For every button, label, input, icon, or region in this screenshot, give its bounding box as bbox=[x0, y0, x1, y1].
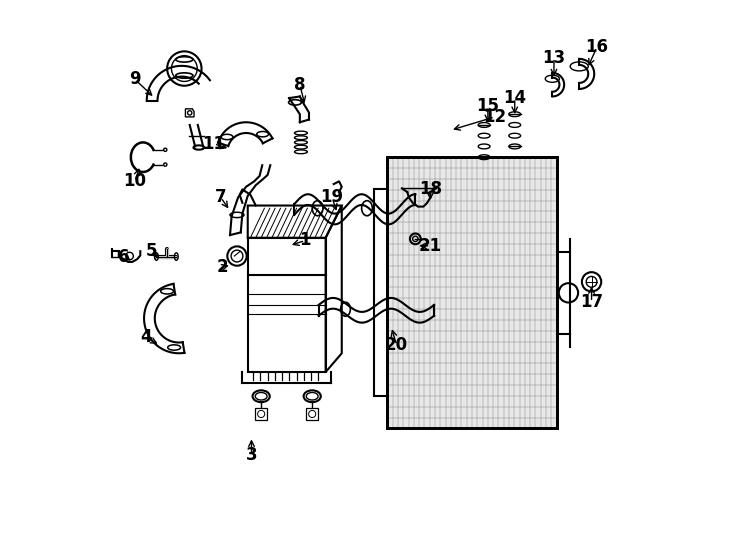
Text: 10: 10 bbox=[123, 172, 146, 191]
Text: 21: 21 bbox=[419, 237, 442, 255]
Text: 7: 7 bbox=[215, 188, 227, 206]
Text: 9: 9 bbox=[129, 70, 141, 88]
Text: 13: 13 bbox=[542, 49, 565, 67]
Text: 14: 14 bbox=[504, 89, 526, 107]
Text: 16: 16 bbox=[586, 38, 608, 56]
Polygon shape bbox=[388, 157, 556, 428]
Text: 5: 5 bbox=[145, 242, 157, 260]
Text: 8: 8 bbox=[294, 76, 305, 93]
Text: 6: 6 bbox=[118, 247, 130, 266]
Text: 1: 1 bbox=[299, 232, 311, 249]
Text: 12: 12 bbox=[483, 108, 506, 126]
Text: 19: 19 bbox=[321, 188, 344, 206]
Text: 18: 18 bbox=[419, 180, 442, 198]
Text: 3: 3 bbox=[246, 447, 258, 464]
Text: 17: 17 bbox=[580, 293, 603, 311]
Text: 20: 20 bbox=[385, 336, 408, 354]
Text: 4: 4 bbox=[140, 328, 151, 346]
Text: 15: 15 bbox=[476, 97, 499, 115]
Text: 2: 2 bbox=[216, 258, 228, 276]
Text: 11: 11 bbox=[203, 135, 225, 153]
